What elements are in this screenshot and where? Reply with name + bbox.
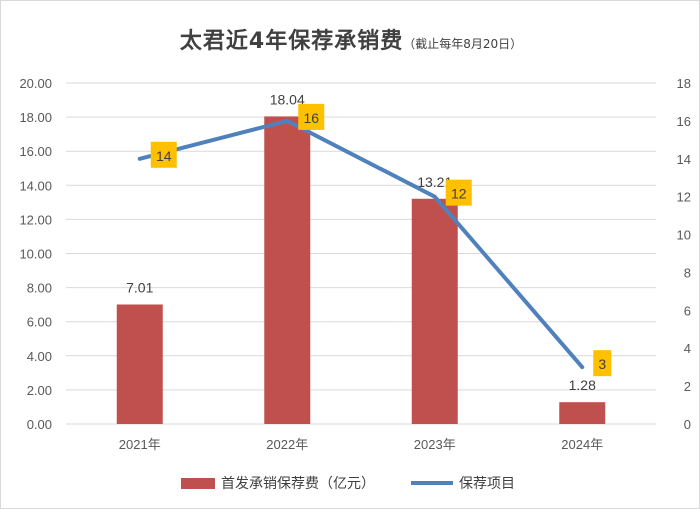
y-right-tick-label: 2 <box>684 379 691 394</box>
y-left-tick-label: 12.00 <box>19 212 52 227</box>
y-left-tick-label: 10.00 <box>19 247 52 262</box>
y-left-tick-label: 0.00 <box>27 417 52 432</box>
bar-data-label: 7.01 <box>126 279 153 295</box>
y-right-tick-label: 0 <box>684 417 691 432</box>
line-series-protects <box>137 118 585 370</box>
y-right-tick-label: 18 <box>677 76 691 91</box>
chart-subtitle: （截止每年8月20日） <box>403 37 523 51</box>
legend-swatch-bar <box>181 478 215 489</box>
legend-label-line: 保荐项目 <box>459 476 515 492</box>
x-tick-label: 2021年 <box>119 437 161 452</box>
chart-title: 太君近4年保荐承销费（截止每年8月20日） <box>1 23 699 55</box>
point-label-box <box>298 103 325 130</box>
point-label-box <box>150 141 177 168</box>
line-data-label: 16 <box>303 110 319 126</box>
y-left-tick-label: 14.00 <box>19 178 52 193</box>
bar <box>411 198 458 424</box>
bar-data-label: 1.28 <box>569 377 596 393</box>
y-left-tick-label: 2.00 <box>27 383 52 398</box>
y-right-tick-label: 10 <box>677 228 691 243</box>
bar <box>264 116 311 424</box>
y-right-tick-label: 12 <box>677 190 691 205</box>
y-left-tick-label: 20.00 <box>19 76 52 91</box>
y-right-tick-label: 14 <box>677 152 691 167</box>
y-left-tick-label: 8.00 <box>27 281 52 296</box>
y-left-tick-label: 16.00 <box>19 144 52 159</box>
bar <box>559 402 606 424</box>
watermark: 公众号 · 金石杂谈 <box>526 474 645 492</box>
bar <box>116 304 163 424</box>
y-left-tick-label: 18.00 <box>19 110 52 125</box>
y-left-tick-label: 4.00 <box>27 349 52 364</box>
point-label-box <box>445 179 472 206</box>
bar-data-label: 13.21 <box>417 174 452 190</box>
x-tick-label: 2024年 <box>561 437 603 452</box>
legend-label-bar: 首发承销保荐费（亿元） <box>221 476 375 492</box>
point-label-box <box>593 350 612 377</box>
y-right-tick-label: 16 <box>677 114 691 129</box>
y-right-tick-label: 4 <box>684 341 691 356</box>
x-tick-label: 2023年 <box>414 437 456 452</box>
chart-title-main: 太君近4年保荐承销费 <box>179 29 404 54</box>
y-right-tick-label: 8 <box>684 265 691 280</box>
y-right-tick-label: 6 <box>684 303 691 318</box>
line-data-label: 12 <box>451 186 467 202</box>
line-data-label: 14 <box>156 148 172 164</box>
line-data-label: 3 <box>598 356 606 372</box>
bar-data-label: 18.04 <box>270 91 305 107</box>
y-left-tick-label: 6.00 <box>27 315 52 330</box>
x-tick-label: 2022年 <box>266 437 308 452</box>
